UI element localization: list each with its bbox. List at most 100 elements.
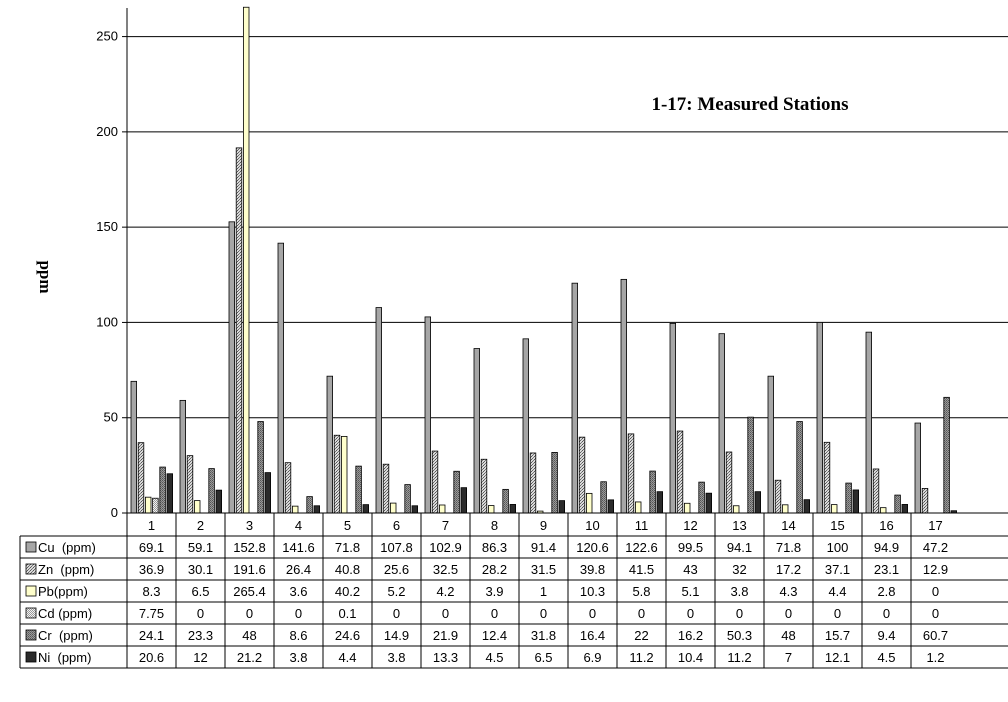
table-cell-cu: 152.8 <box>233 540 266 555</box>
table-cell-cd: 0 <box>589 606 596 621</box>
table-cell-cr: 24.6 <box>335 628 360 643</box>
table-cell-pb: 265.4 <box>233 584 266 599</box>
table-cell-zn: 23.1 <box>874 562 899 577</box>
bar-ni-station-4 <box>313 505 320 514</box>
table-cell-ni: 11.2 <box>629 650 653 665</box>
table-cell-cd: 0 <box>442 606 449 621</box>
table-cell-ni: 4.5 <box>485 650 503 665</box>
table-cell-cr: 16.2 <box>678 628 703 643</box>
bar-ni-station-5 <box>362 504 369 514</box>
x-category-label: 7 <box>442 518 449 533</box>
table-cell-ni: 11.2 <box>727 650 751 665</box>
bar-cd-station-1 <box>152 497 159 514</box>
table-cell-cu: 141.6 <box>282 540 315 555</box>
legend-label-cu: Cu (ppm) <box>38 540 96 555</box>
bar-cr-station-6 <box>404 484 411 514</box>
legend-label-zn: Zn (ppm) <box>38 562 94 577</box>
table-cell-pb: 40.2 <box>335 584 360 599</box>
bar-cr-station-12 <box>698 481 705 514</box>
table-cell-cd: 0 <box>785 606 792 621</box>
table-cell-cr: 48 <box>242 628 256 643</box>
bar-pb-station-4 <box>291 505 299 514</box>
table-cell-cu: 102.9 <box>429 540 462 555</box>
table-cell-cr: 31.8 <box>531 628 556 643</box>
y-axis-title: ppm <box>36 260 55 293</box>
bar-cu-station-13 <box>718 333 725 514</box>
bar-zn-station-5 <box>333 434 341 514</box>
bar-ni-station-7 <box>460 487 467 514</box>
bar-cu-station-10 <box>571 282 578 514</box>
table-cell-cr: 60.7 <box>923 628 948 643</box>
bar-pb-station-5 <box>340 435 348 514</box>
bar-zn-station-1 <box>137 442 145 514</box>
table-cell-cr: 8.6 <box>289 628 307 643</box>
y-tick-label: 150 <box>96 219 118 234</box>
table-cell-zn: 39.8 <box>580 562 605 577</box>
bar-zn-station-8 <box>480 458 488 514</box>
table-cell-cu: 99.5 <box>678 540 703 555</box>
bar-zn-station-14 <box>774 479 782 514</box>
bar-pb-station-8 <box>487 505 495 514</box>
x-category-label: 9 <box>540 518 547 533</box>
table-cell-pb: 8.3 <box>142 584 160 599</box>
table-cell-zn: 43 <box>683 562 697 577</box>
bar-ni-station-1 <box>166 473 173 514</box>
table-cell-pb: 3.6 <box>289 584 307 599</box>
table-cell-cd: 0 <box>638 606 645 621</box>
table-cell-cu: 71.8 <box>776 540 801 555</box>
bar-zn-station-4 <box>284 462 292 514</box>
table-cell-zn: 26.4 <box>286 562 311 577</box>
bar-pb-station-11 <box>635 501 642 514</box>
table-cell-zn: 37.1 <box>825 562 850 577</box>
bar-cr-station-14 <box>796 421 803 514</box>
table-cell-zn: 36.9 <box>139 562 164 577</box>
bar-zn-station-7 <box>431 450 439 514</box>
x-category-label: 5 <box>344 518 351 533</box>
table-cell-ni: 4.4 <box>338 650 356 665</box>
table-cell-cr: 22 <box>634 628 648 643</box>
table-cell-pb: 3.9 <box>485 584 503 599</box>
bar-cu-station-9 <box>522 338 529 514</box>
table-cell-pb: 10.3 <box>580 584 605 599</box>
bar-cu-station-1 <box>130 380 137 514</box>
bar-cu-station-8 <box>473 348 480 514</box>
table-cell-pb: 5.8 <box>632 584 650 599</box>
table-cell-cu: 86.3 <box>482 540 507 555</box>
legend-label-ni: Ni (ppm) <box>38 650 91 665</box>
table-cell-ni: 20.6 <box>139 650 164 665</box>
table-cell-cd: 0 <box>687 606 694 621</box>
y-tick-label: 250 <box>96 29 118 44</box>
table-cell-zn: 17.2 <box>776 562 801 577</box>
table-cell-ni: 1.2 <box>926 650 944 665</box>
bar-pb-station-2 <box>193 500 201 514</box>
table-cell-cu: 94.9 <box>874 540 899 555</box>
table-cell-pb: 4.4 <box>828 584 846 599</box>
table-cell-zn: 32 <box>732 562 746 577</box>
bar-ni-station-12 <box>705 492 712 514</box>
bar-cu-station-17 <box>914 422 921 514</box>
y-tick-label: 50 <box>104 410 118 425</box>
table-cell-zn: 40.8 <box>335 562 360 577</box>
x-category-label: 16 <box>879 518 893 533</box>
table-cell-cd: 0 <box>736 606 743 621</box>
x-category-label: 6 <box>393 518 400 533</box>
table-cell-zn: 30.1 <box>188 562 213 577</box>
table-cell-cd: 0 <box>295 606 302 621</box>
bar-zn-station-15 <box>823 441 831 514</box>
table-cell-cd: 0 <box>932 606 939 621</box>
table-cell-cr: 23.3 <box>188 628 213 643</box>
bar-pb-station-12 <box>684 502 691 514</box>
table-cell-cu: 69.1 <box>139 540 164 555</box>
table-cell-ni: 3.8 <box>289 650 307 665</box>
table-cell-cd: 0 <box>540 606 547 621</box>
table-cell-pb: 3.8 <box>730 584 748 599</box>
table-cell-cu: 100 <box>827 540 849 555</box>
x-category-label: 8 <box>491 518 498 533</box>
legend-label-pb: Pb(ppm) <box>38 584 88 599</box>
x-category-label: 17 <box>928 518 942 533</box>
axes: 0 50 100 150 200 250 <box>96 8 128 520</box>
bar-cu-station-11 <box>620 278 627 514</box>
table-cell-zn: 32.5 <box>433 562 458 577</box>
bar-pb-station-15 <box>831 504 838 514</box>
table-cell-cr: 12.4 <box>482 628 507 643</box>
